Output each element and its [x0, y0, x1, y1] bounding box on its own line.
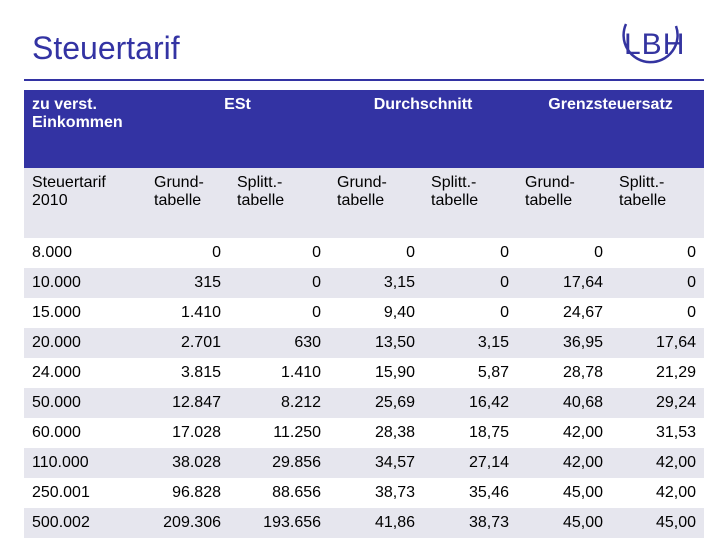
lbh-logo-ring: [622, 23, 679, 64]
cell-est-basic: 38.028: [146, 448, 229, 478]
cell-marg-basic: 42,00: [517, 418, 612, 448]
cell-marg-split: 29,24: [611, 388, 705, 418]
cell-marg-basic: 45,00: [517, 508, 612, 538]
cell-est-basic: 17.028: [146, 418, 229, 448]
cell-avg-basic: 41,86: [329, 508, 424, 538]
cell-est-basic: 209.306: [146, 508, 229, 538]
cell-est-basic: 3.815: [146, 358, 229, 388]
cell-marg-split: 0: [611, 238, 705, 268]
cell-income: 8.000: [24, 238, 146, 268]
page-title: Steuertarif: [32, 30, 180, 66]
cell-est-basic: 12.847: [146, 388, 229, 418]
cell-est-basic: 2.701: [146, 328, 229, 358]
cell-est-split: 29.856: [229, 448, 330, 478]
cell-marg-basic: 40,68: [517, 388, 612, 418]
cell-income: 15.000: [24, 298, 146, 328]
subheader-row: Steuertarif 2010 Grund-tabelle Splitt.-t…: [24, 168, 705, 238]
cell-avg-basic: 28,38: [329, 418, 424, 448]
header-average: Durchschnitt: [329, 90, 518, 168]
cell-marg-split: 31,53: [611, 418, 705, 448]
cell-avg-basic: 34,57: [329, 448, 424, 478]
cell-income: 110.000: [24, 448, 146, 478]
cell-marg-basic: 17,64: [517, 268, 612, 298]
cell-est-split: 0: [229, 238, 330, 268]
table-row: 50.000 12.847 8.212 25,69 16,42 40,68 29,24: [24, 388, 705, 418]
cell-avg-basic: 0: [329, 238, 424, 268]
cell-income: 24.000: [24, 358, 146, 388]
cell-avg-basic: 15,90: [329, 358, 424, 388]
cell-est-split: 193.656: [229, 508, 330, 538]
table-row: 20.000 2.701 630 13,50 3,15 36,95 17,64: [24, 328, 705, 358]
cell-marg-split: 21,29: [611, 358, 705, 388]
cell-income: 20.000: [24, 328, 146, 358]
table-row: 500.002 209.306 193.656 41,86 38,73 45,00 45,0…: [24, 508, 705, 538]
cell-avg-split: 38,73: [423, 508, 518, 538]
cell-marg-split: 0: [611, 268, 705, 298]
table-row: 15.000 1.410 0 9,40 0 24,67 0: [24, 298, 705, 328]
cell-avg-split: 0: [423, 268, 518, 298]
cell-avg-split: 35,46: [423, 478, 518, 508]
cell-avg-split: 16,42: [423, 388, 518, 418]
subheader-avg-split: Splitt.-tabelle: [423, 168, 518, 238]
cell-income: 10.000: [24, 268, 146, 298]
table-row: 60.000 17.028 11.250 28,38 18,75 42,00 31,53: [24, 418, 705, 448]
tax-table: zu verst. Einkommen ESt Durchschnitt Gre…: [24, 90, 705, 538]
cell-income: 50.000: [24, 388, 146, 418]
title-divider: [24, 79, 704, 81]
table-row: 24.000 3.815 1.410 15,90 5,87 28,78 21,29: [24, 358, 705, 388]
cell-marg-basic: 42,00: [517, 448, 612, 478]
cell-avg-split: 3,15: [423, 328, 518, 358]
cell-est-basic: 315: [146, 268, 229, 298]
cell-est-basic: 0: [146, 238, 229, 268]
cell-est-split: 8.212: [229, 388, 330, 418]
cell-marg-split: 17,64: [611, 328, 705, 358]
cell-est-split: 1.410: [229, 358, 330, 388]
lbh-logo-text: LBH: [624, 28, 686, 61]
cell-avg-split: 0: [423, 298, 518, 328]
cell-income: 500.002: [24, 508, 146, 538]
cell-est-split: 0: [229, 298, 330, 328]
cell-avg-split: 27,14: [423, 448, 518, 478]
cell-est-split: 0: [229, 268, 330, 298]
subheader-est-basic: Grund-tabelle: [146, 168, 229, 238]
cell-est-split: 630: [229, 328, 330, 358]
cell-income: 60.000: [24, 418, 146, 448]
cell-marg-basic: 36,95: [517, 328, 612, 358]
table-row: 8.000 0 0 0 0 0 0: [24, 238, 705, 268]
cell-avg-split: 0: [423, 238, 518, 268]
cell-marg-basic: 45,00: [517, 478, 612, 508]
cell-est-basic: 96.828: [146, 478, 229, 508]
subheader-est-split: Splitt.-tabelle: [229, 168, 330, 238]
cell-marg-basic: 0: [517, 238, 612, 268]
header-marginal: Grenzsteuersatz: [517, 90, 705, 168]
cell-avg-basic: 25,69: [329, 388, 424, 418]
subheader-marg-split: Splitt.-tabelle: [611, 168, 705, 238]
subheader-avg-basic: Grund-tabelle: [329, 168, 424, 238]
cell-avg-basic: 38,73: [329, 478, 424, 508]
table-row: 110.000 38.028 29.856 34,57 27,14 42,00 42,00: [24, 448, 705, 478]
cell-marg-split: 0: [611, 298, 705, 328]
cell-est-split: 88.656: [229, 478, 330, 508]
cell-avg-basic: 3,15: [329, 268, 424, 298]
header-est: ESt: [146, 90, 330, 168]
cell-avg-basic: 9,40: [329, 298, 424, 328]
table-row: 250.001 96.828 88.656 38,73 35,46 45,00 42,00: [24, 478, 705, 508]
subheader-tariff: Steuertarif 2010: [24, 168, 146, 238]
header-income: zu verst. Einkommen: [24, 90, 146, 168]
cell-marg-split: 45,00: [611, 508, 705, 538]
cell-avg-split: 18,75: [423, 418, 518, 448]
cell-marg-split: 42,00: [611, 478, 705, 508]
cell-avg-basic: 13,50: [329, 328, 424, 358]
table-row: 10.000 315 0 3,15 0 17,64 0: [24, 268, 705, 298]
cell-income: 250.001: [24, 478, 146, 508]
cell-marg-basic: 28,78: [517, 358, 612, 388]
cell-marg-basic: 24,67: [517, 298, 612, 328]
cell-est-basic: 1.410: [146, 298, 229, 328]
cell-est-split: 11.250: [229, 418, 330, 448]
subheader-marg-basic: Grund-tabelle: [517, 168, 612, 238]
cell-avg-split: 5,87: [423, 358, 518, 388]
cell-marg-split: 42,00: [611, 448, 705, 478]
